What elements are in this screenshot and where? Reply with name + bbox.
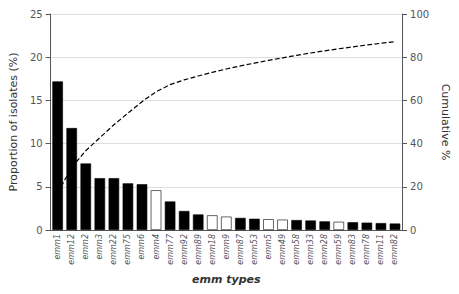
svg-text:emm11: emm11 xyxy=(376,234,385,265)
svg-text:20: 20 xyxy=(30,52,43,63)
svg-text:emm58: emm58 xyxy=(292,234,301,265)
svg-text:emm49: emm49 xyxy=(278,234,287,265)
svg-text:emm9: emm9 xyxy=(222,234,231,260)
svg-text:emm92: emm92 xyxy=(180,234,189,265)
svg-text:emm18: emm18 xyxy=(208,234,217,265)
svg-text:emm28: emm28 xyxy=(320,234,329,265)
svg-text:emm6: emm6 xyxy=(137,234,146,260)
svg-text:emm87: emm87 xyxy=(236,233,245,265)
svg-text:Cumulative %: Cumulative % xyxy=(439,84,452,161)
svg-text:100: 100 xyxy=(410,9,429,20)
svg-text:emm77: emm77 xyxy=(166,233,175,265)
svg-text:emm53: emm53 xyxy=(250,234,259,265)
svg-text:emm2: emm2 xyxy=(81,234,90,260)
svg-text:60: 60 xyxy=(410,95,423,106)
svg-text:40: 40 xyxy=(410,138,423,149)
svg-text:emm1: emm1 xyxy=(53,234,62,260)
svg-text:0: 0 xyxy=(36,225,42,236)
svg-text:emm5: emm5 xyxy=(264,234,273,260)
svg-text:emm4: emm4 xyxy=(152,234,161,260)
svg-text:emm78: emm78 xyxy=(362,234,371,265)
svg-text:Proportion of isolates (%): Proportion of isolates (%) xyxy=(7,52,20,191)
svg-text:emm83: emm83 xyxy=(348,234,357,265)
svg-text:15: 15 xyxy=(30,95,43,106)
svg-text:emm89: emm89 xyxy=(194,234,203,265)
svg-text:emm12: emm12 xyxy=(67,234,76,265)
svg-text:0: 0 xyxy=(410,225,416,236)
svg-text:emm22: emm22 xyxy=(109,234,118,265)
svg-text:20: 20 xyxy=(410,181,423,192)
svg-text:25: 25 xyxy=(30,9,43,20)
svg-text:emm75: emm75 xyxy=(123,234,132,265)
svg-text:emm33: emm33 xyxy=(306,234,315,265)
svg-text:emm82: emm82 xyxy=(390,234,399,265)
svg-text:10: 10 xyxy=(30,138,43,149)
svg-text:emm59: emm59 xyxy=(334,234,343,265)
svg-text:5: 5 xyxy=(36,181,42,192)
svg-text:emm types: emm types xyxy=(192,273,261,286)
svg-text:emm3: emm3 xyxy=(95,234,104,260)
svg-text:80: 80 xyxy=(410,52,423,63)
